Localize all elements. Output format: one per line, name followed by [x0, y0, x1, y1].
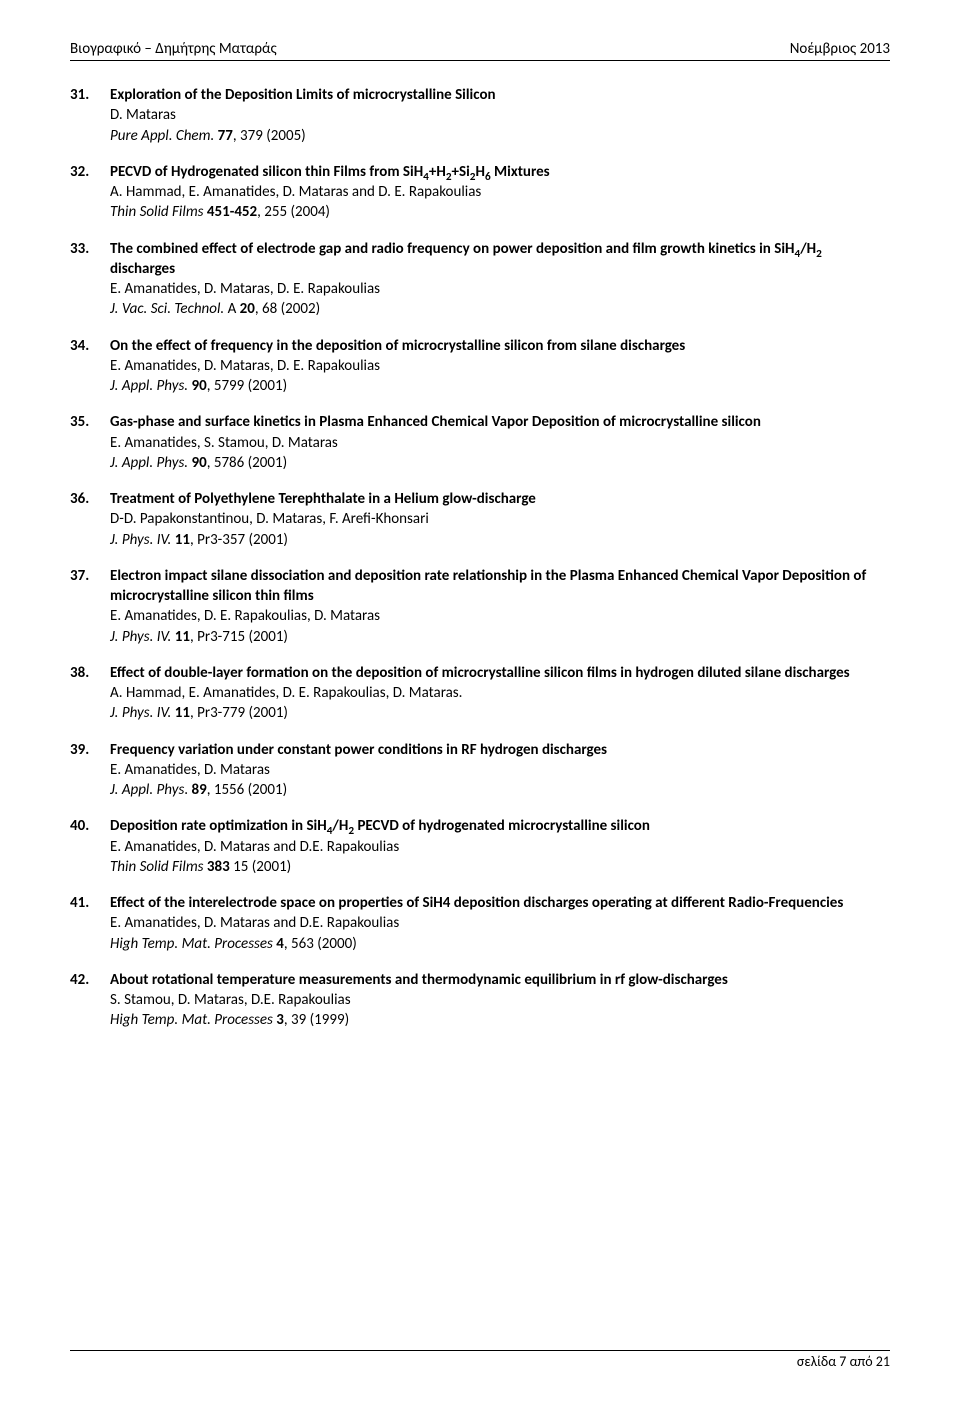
header-right: Νοέμβριος 2013 — [790, 40, 890, 58]
entry-authors: D. Mataras — [110, 105, 890, 125]
publication-entry: 38.Effect of double-layer formation on t… — [70, 663, 890, 724]
entry-journal: J. Appl. Phys. 90, 5799 (2001) — [110, 376, 890, 396]
publication-entry: 37.Electron impact silane dissociation a… — [70, 566, 890, 647]
entry-number: 31. — [70, 85, 110, 146]
publication-entry: 32.PECVD of Hydrogenated silicon thin Fi… — [70, 162, 890, 223]
entry-title: Frequency variation under constant power… — [110, 740, 890, 760]
entry-authors: E. Amanatides, D. E. Rapakoulias, D. Mat… — [110, 606, 890, 626]
publication-entry: 35.Gas-phase and surface kinetics in Pla… — [70, 412, 890, 473]
publication-list: 31.Exploration of the Deposition Limits … — [70, 85, 890, 1031]
entry-authors: E. Amanatides, D. Mataras, D. E. Rapakou… — [110, 279, 890, 299]
entry-number: 39. — [70, 740, 110, 801]
entry-body: On the effect of frequency in the deposi… — [110, 336, 890, 397]
page: Βιογραφικό – Δημήτρης Ματαράς Νοέμβριος … — [0, 0, 960, 1410]
entry-title: Gas-phase and surface kinetics in Plasma… — [110, 412, 890, 432]
publication-entry: 41.Effect of the interelectrode space on… — [70, 893, 890, 954]
entry-number: 40. — [70, 816, 110, 877]
entry-number: 35. — [70, 412, 110, 473]
entry-journal: J. Vac. Sci. Technol. A 20, 68 (2002) — [110, 299, 890, 319]
entry-body: Deposition rate optimization in SiH4/H2 … — [110, 816, 890, 877]
entry-title: About rotational temperature measurement… — [110, 970, 890, 990]
entry-journal: High Temp. Mat. Processes 4, 563 (2000) — [110, 934, 890, 954]
entry-authors: E. Amanatides, S. Stamou, D. Mataras — [110, 433, 890, 453]
publication-entry: 33.The combined effect of electrode gap … — [70, 239, 890, 320]
entry-authors: A. Hammad, E. Amanatides, D. Mataras and… — [110, 182, 890, 202]
entry-body: Effect of double-layer formation on the … — [110, 663, 890, 724]
entry-authors: E. Amanatides, D. Mataras and D.E. Rapak… — [110, 913, 890, 933]
entry-authors: E. Amanatides, D. Mataras and D.E. Rapak… — [110, 837, 890, 857]
entry-title: Deposition rate optimization in SiH4/H2 … — [110, 816, 890, 836]
entry-title: On the effect of frequency in the deposi… — [110, 336, 890, 356]
publication-entry: 36.Treatment of Polyethylene Terephthala… — [70, 489, 890, 550]
entry-title: Effect of double-layer formation on the … — [110, 663, 890, 683]
page-footer: σελίδα 7 από 21 — [70, 1350, 890, 1370]
publication-entry: 34.On the effect of frequency in the dep… — [70, 336, 890, 397]
entry-body: Electron impact silane dissociation and … — [110, 566, 890, 647]
publication-entry: 39.Frequency variation under constant po… — [70, 740, 890, 801]
entry-body: Exploration of the Deposition Limits of … — [110, 85, 890, 146]
entry-title: Treatment of Polyethylene Terephthalate … — [110, 489, 890, 509]
entry-journal: J. Phys. IV. 11, Pr3-357 (2001) — [110, 530, 890, 550]
entry-body: Gas-phase and surface kinetics in Plasma… — [110, 412, 890, 473]
entry-body: Treatment of Polyethylene Terephthalate … — [110, 489, 890, 550]
entry-journal: J. Phys. IV. 11, Pr3-715 (2001) — [110, 627, 890, 647]
entry-body: About rotational temperature measurement… — [110, 970, 890, 1031]
entry-journal: Pure Appl. Chem. 77, 379 (2005) — [110, 126, 890, 146]
entry-authors: A. Hammad, E. Amanatides, D. E. Rapakoul… — [110, 683, 890, 703]
publication-entry: 31.Exploration of the Deposition Limits … — [70, 85, 890, 146]
entry-body: PECVD of Hydrogenated silicon thin Films… — [110, 162, 890, 223]
entry-title: PECVD of Hydrogenated silicon thin Films… — [110, 162, 890, 182]
header-left: Βιογραφικό – Δημήτρης Ματαράς — [70, 40, 277, 58]
publication-entry: 42.About rotational temperature measurem… — [70, 970, 890, 1031]
entry-title: Electron impact silane dissociation and … — [110, 566, 890, 607]
entry-journal: J. Phys. IV. 11, Pr3-779 (2001) — [110, 703, 890, 723]
entry-number: 36. — [70, 489, 110, 550]
entry-authors: E. Amanatides, D. Mataras — [110, 760, 890, 780]
entry-title: Effect of the interelectrode space on pr… — [110, 893, 890, 913]
entry-journal: Thin Solid Films 451-452, 255 (2004) — [110, 202, 890, 222]
entry-number: 33. — [70, 239, 110, 320]
entry-number: 37. — [70, 566, 110, 647]
page-header: Βιογραφικό – Δημήτρης Ματαράς Νοέμβριος … — [70, 40, 890, 61]
entry-authors: D-D. Papakonstantinou, D. Mataras, F. Ar… — [110, 509, 890, 529]
entry-journal: J. Appl. Phys. 89, 1556 (2001) — [110, 780, 890, 800]
entry-journal: Thin Solid Films 383 15 (2001) — [110, 857, 890, 877]
footer-pagination: σελίδα 7 από 21 — [70, 1350, 890, 1370]
entry-authors: E. Amanatides, D. Mataras, D. E. Rapakou… — [110, 356, 890, 376]
entry-journal: High Temp. Mat. Processes 3, 39 (1999) — [110, 1010, 890, 1030]
entry-number: 41. — [70, 893, 110, 954]
entry-body: Effect of the interelectrode space on pr… — [110, 893, 890, 954]
entry-title: The combined effect of electrode gap and… — [110, 239, 890, 280]
entry-number: 38. — [70, 663, 110, 724]
entry-title: Exploration of the Deposition Limits of … — [110, 85, 890, 105]
entry-journal: J. Appl. Phys. 90, 5786 (2001) — [110, 453, 890, 473]
entry-number: 42. — [70, 970, 110, 1031]
publication-entry: 40.Deposition rate optimization in SiH4/… — [70, 816, 890, 877]
entry-number: 34. — [70, 336, 110, 397]
entry-number: 32. — [70, 162, 110, 223]
entry-body: The combined effect of electrode gap and… — [110, 239, 890, 320]
entry-authors: S. Stamou, D. Mataras, D.E. Rapakoulias — [110, 990, 890, 1010]
entry-body: Frequency variation under constant power… — [110, 740, 890, 801]
